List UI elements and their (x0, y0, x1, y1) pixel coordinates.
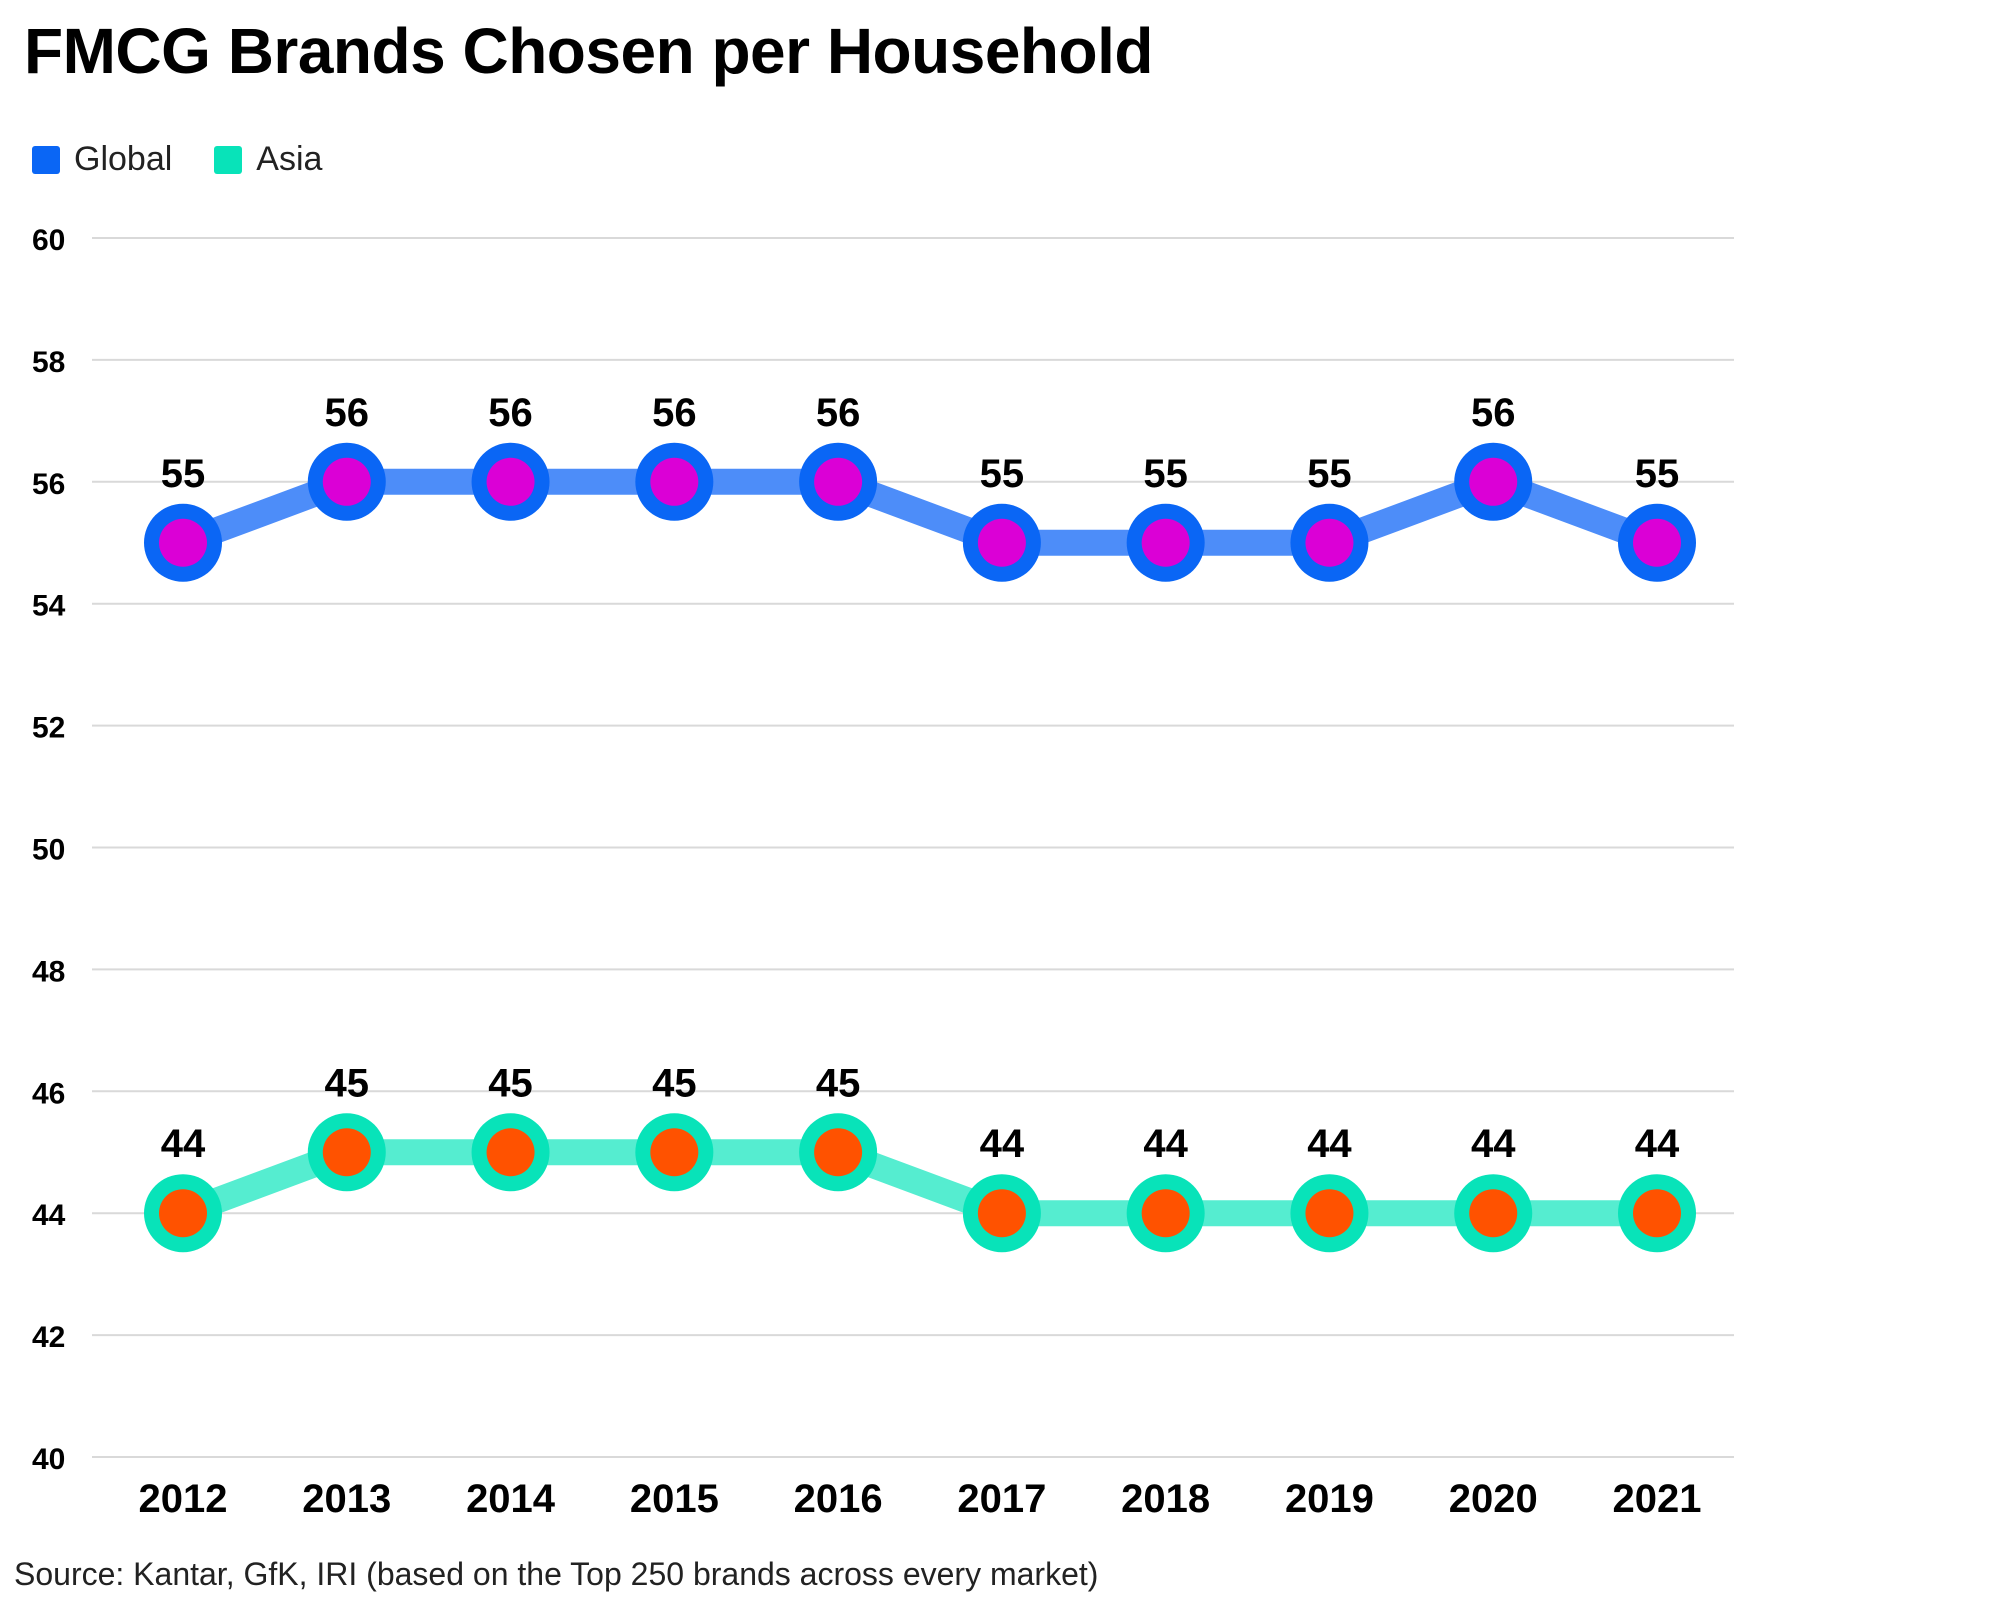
data-label-asia: 44 (1635, 1122, 1680, 1166)
data-label-asia: 44 (1471, 1122, 1516, 1166)
data-label-asia: 45 (652, 1061, 697, 1105)
chart-title: FMCG Brands Chosen per Household (24, 15, 1153, 87)
data-point-global (1141, 518, 1190, 567)
series-global: 55 56 56 56 56 55 55 55 56 55 (144, 391, 1696, 582)
x-tick-label: 2019 (1285, 1477, 1374, 1521)
data-label-global: 55 (980, 452, 1025, 496)
x-tick-label: 2013 (302, 1477, 391, 1521)
data-label-global: 55 (161, 452, 206, 496)
data-point-asia (322, 1128, 371, 1177)
y-tick-label: 48 (32, 955, 65, 988)
x-tick-label: 2018 (1121, 1477, 1210, 1521)
data-point-asia (1633, 1189, 1681, 1238)
legend-item-global: Global (32, 140, 172, 179)
data-label-asia: 44 (161, 1122, 206, 1166)
y-tick-label: 58 (32, 346, 65, 379)
data-point-global (486, 457, 535, 506)
data-point-global (322, 457, 371, 506)
y-tick-label: 60 (32, 224, 65, 257)
data-point-asia (486, 1128, 535, 1177)
series-line-asia (170, 1139, 1670, 1227)
y-tick-label: 40 (32, 1443, 65, 1476)
data-point-asia (1141, 1189, 1190, 1238)
x-tick-label: 2014 (466, 1477, 556, 1521)
data-point-asia (977, 1189, 1026, 1238)
data-point-global (1305, 518, 1354, 567)
y-tick-label: 42 (32, 1321, 65, 1354)
data-point-global (159, 518, 207, 567)
data-point-global (650, 457, 699, 506)
y-tick-label: 50 (32, 834, 65, 867)
data-label-asia: 45 (325, 1061, 370, 1105)
legend-label-global: Global (74, 140, 173, 178)
source-note: Source: Kantar, GfK, IRI (based on the T… (14, 1556, 1099, 1592)
series-asia: 44 45 45 45 45 44 44 44 44 44 (144, 1061, 1696, 1253)
data-label-asia: 44 (1307, 1122, 1352, 1166)
y-tick-labels: 40 42 44 46 48 50 52 54 56 58 60 (32, 224, 66, 1476)
data-point-global (977, 518, 1026, 567)
data-point-asia (1469, 1189, 1518, 1238)
legend-label-asia: Asia (256, 140, 323, 178)
x-tick-label: 2015 (630, 1477, 719, 1521)
data-point-global (1469, 457, 1518, 506)
data-label-asia: 44 (980, 1122, 1025, 1166)
data-label-asia: 45 (488, 1061, 533, 1105)
data-label-global: 56 (652, 391, 697, 435)
legend-swatch-global (32, 145, 60, 174)
series: 55 56 56 56 56 55 55 55 56 55 44 45 45 45 45 44 44 44 44 44 (144, 391, 1696, 1253)
y-tick-label: 52 (32, 712, 65, 745)
x-tick-label: 2017 (957, 1477, 1046, 1521)
legend: Global Asia (32, 140, 364, 179)
y-tick-label: 44 (32, 1199, 66, 1232)
data-label-global: 55 (1307, 452, 1352, 496)
data-label-global: 55 (1635, 452, 1680, 496)
data-point-asia (650, 1128, 699, 1177)
x-tick-label: 2021 (1613, 1477, 1702, 1521)
data-label-asia: 44 (1143, 1122, 1188, 1166)
data-label-global: 56 (1471, 391, 1516, 435)
data-point-asia (1305, 1189, 1354, 1238)
data-label-asia: 45 (816, 1061, 861, 1105)
data-label-global: 56 (325, 391, 370, 435)
series-line-global (170, 468, 1670, 556)
data-point-asia (814, 1128, 863, 1177)
x-tick-label: 2020 (1449, 1477, 1538, 1521)
y-tick-label: 46 (32, 1077, 65, 1110)
x-tick-label: 2012 (139, 1477, 228, 1521)
data-point-asia (159, 1189, 207, 1238)
legend-item-asia: Asia (214, 140, 322, 179)
data-label-global: 56 (488, 391, 533, 435)
data-point-global (1633, 518, 1681, 567)
data-label-global: 55 (1143, 452, 1188, 496)
y-tick-label: 56 (32, 468, 65, 501)
legend-swatch-asia (214, 145, 243, 174)
x-tick-labels: 2012 2013 2014 2015 2016 2017 2018 2019 2020 2021 (139, 1477, 1702, 1521)
data-label-global: 56 (816, 391, 861, 435)
y-tick-label: 54 (32, 590, 66, 623)
data-point-global (814, 457, 863, 506)
x-tick-label: 2016 (794, 1477, 883, 1521)
